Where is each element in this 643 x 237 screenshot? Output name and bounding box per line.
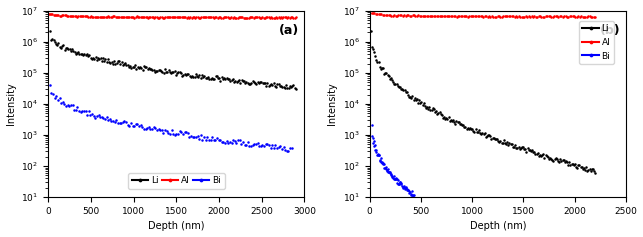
Y-axis label: Intensity: Intensity xyxy=(327,82,337,125)
Y-axis label: Intensity: Intensity xyxy=(6,82,15,125)
Legend: Li, Al, Bi: Li, Al, Bi xyxy=(128,173,224,189)
X-axis label: Depth (nm): Depth (nm) xyxy=(148,221,204,232)
Legend: Li, Al, Bi: Li, Al, Bi xyxy=(579,21,614,64)
Text: (b): (b) xyxy=(601,24,621,37)
Text: (a): (a) xyxy=(279,24,299,37)
X-axis label: Depth (nm): Depth (nm) xyxy=(469,221,526,232)
